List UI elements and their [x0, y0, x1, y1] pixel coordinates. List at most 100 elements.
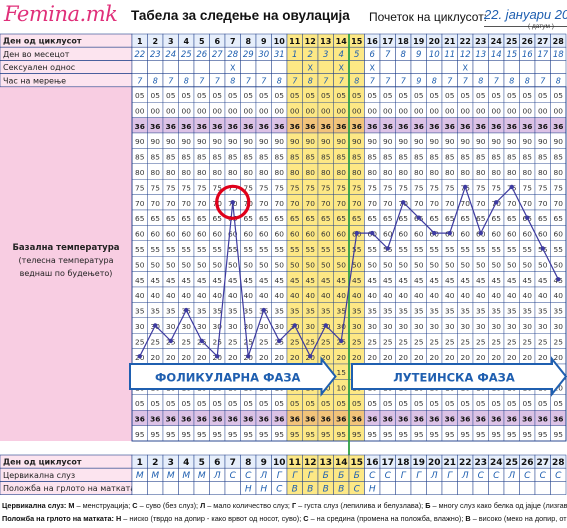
cervix-row-cell[interactable] [519, 481, 536, 495]
temp-tick-label: 00 [337, 106, 347, 115]
cycle-start-date-field[interactable]: 22. јануари 2013 [484, 7, 567, 27]
temp-tick-label: 45 [383, 276, 393, 285]
intercourse-row-cell[interactable] [410, 60, 427, 74]
intercourse-row-cell[interactable] [178, 60, 195, 74]
intercourse-row-cell[interactable] [209, 60, 226, 74]
temp-tick-label: 60 [554, 230, 564, 239]
cervix-row-cell[interactable] [147, 481, 164, 495]
measure-time-row-value: 8 [478, 77, 483, 86]
temp-tick-label: 70 [476, 199, 486, 208]
intercourse-row-cell[interactable] [131, 60, 148, 74]
temperature-point[interactable] [509, 184, 514, 190]
intercourse-row-cell[interactable] [488, 60, 505, 74]
intercourse-row-cell[interactable] [426, 60, 443, 74]
temperature-point[interactable] [246, 354, 251, 359]
temperature-point[interactable] [230, 200, 235, 205]
cervix-row-cell[interactable] [209, 481, 226, 495]
temp-tick-label: 45 [228, 276, 238, 285]
temperature-point[interactable] [478, 230, 483, 236]
cervix-row-cell[interactable] [395, 481, 412, 495]
intercourse-row-cell[interactable] [317, 60, 334, 74]
header: Femina.mk Табела за следење на овулација… [0, 0, 567, 32]
cervix-row-cell[interactable] [193, 481, 210, 495]
temperature-point[interactable] [184, 307, 189, 313]
temperature-point[interactable] [339, 338, 344, 344]
cervix-row-cell[interactable] [457, 481, 474, 495]
temperature-point[interactable] [137, 354, 142, 359]
temperature-point[interactable] [463, 184, 468, 190]
temp-tick-label: 05 [337, 399, 347, 408]
temp-tick-label: 85 [321, 153, 331, 162]
temperature-point[interactable] [308, 354, 313, 359]
cervix-row-cell[interactable] [426, 481, 443, 495]
temperature-point[interactable] [153, 323, 158, 328]
temperature-point[interactable] [292, 323, 297, 328]
cervix-row-cell[interactable] [131, 481, 148, 495]
intercourse-row-cell[interactable] [193, 60, 210, 74]
temperature-point[interactable] [494, 200, 499, 205]
intercourse-row-cell[interactable] [162, 60, 179, 74]
temperature-point[interactable] [277, 338, 282, 344]
temperature-point[interactable] [261, 307, 266, 313]
cervix-row-cell[interactable] [441, 481, 458, 495]
temp-tick-label: 55 [445, 245, 455, 254]
temp-tick-label: 05 [213, 399, 223, 408]
temperature-point[interactable] [416, 215, 421, 220]
temperature-point[interactable] [540, 246, 545, 251]
temperature-point[interactable] [168, 338, 173, 344]
intercourse-row-cell[interactable] [271, 60, 288, 74]
intercourse-row-cell[interactable] [348, 60, 365, 74]
cervix-row-cell[interactable] [410, 481, 427, 495]
intercourse-row-cell[interactable] [395, 60, 412, 74]
intercourse-row-cell[interactable] [534, 60, 551, 74]
temp-degree-label: 36 [305, 122, 315, 131]
temp-tick-label: 75 [554, 183, 564, 192]
temp-tick-label: 90 [290, 137, 300, 146]
intercourse-row-cell[interactable] [379, 60, 396, 74]
cervix-row-cell[interactable] [472, 481, 489, 495]
temperature-point[interactable] [525, 215, 530, 220]
cervix-row-cell[interactable] [178, 481, 195, 495]
temperature-point[interactable] [432, 230, 437, 236]
temp-tick-label: 35 [430, 307, 440, 316]
temp-tick-label: 30 [306, 322, 316, 331]
temp-tick-label: 65 [430, 214, 440, 223]
intercourse-row-cell[interactable] [472, 60, 489, 74]
temperature-point[interactable] [447, 230, 452, 236]
cervix-row-cell[interactable] [379, 481, 396, 495]
cervix-row-cell[interactable] [224, 481, 241, 495]
temperature-point[interactable] [370, 230, 375, 236]
month-day-row-value: 14 [491, 50, 502, 60]
temp-tick-label: 00 [352, 106, 362, 115]
intercourse-row-cell[interactable] [519, 60, 536, 74]
temperature-point[interactable] [556, 277, 561, 282]
intercourse-row-cell[interactable] [147, 60, 164, 74]
temperature-point[interactable] [323, 323, 328, 328]
temp-tick-label: 65 [275, 214, 285, 223]
cervix-row-cell[interactable] [488, 481, 505, 495]
intercourse-row-cell[interactable] [255, 60, 272, 74]
temp-tick-label: 05 [414, 399, 424, 408]
intercourse-row-cell[interactable] [550, 60, 567, 74]
temperature-point[interactable] [385, 246, 390, 251]
temp-tick-label: 30 [445, 322, 455, 331]
cervix-row-cell[interactable] [503, 481, 520, 495]
temp-tick-label: 35 [461, 307, 471, 316]
temp-tick-label: 30 [523, 322, 533, 331]
mucus-row-value: М [198, 471, 206, 481]
temperature-point[interactable] [215, 354, 220, 359]
intercourse-row-cell[interactable] [441, 60, 458, 74]
cervix-row-cell[interactable] [550, 481, 567, 495]
cervix-row-cell[interactable] [534, 481, 551, 495]
temp-tick-label: 90 [275, 137, 285, 146]
intercourse-row-cell[interactable] [286, 60, 303, 74]
intercourse-row-cell[interactable] [503, 60, 520, 74]
cervix-row-cell[interactable] [162, 481, 179, 495]
month-day-row-value: 24 [165, 50, 176, 60]
temperature-point[interactable] [401, 200, 406, 205]
temp-tick-label: 75 [213, 183, 223, 192]
intercourse-row-cell[interactable] [240, 60, 257, 74]
temperature-point[interactable] [199, 338, 204, 344]
temperature-point[interactable] [354, 230, 359, 236]
mucus-row-value: Г [292, 471, 298, 481]
